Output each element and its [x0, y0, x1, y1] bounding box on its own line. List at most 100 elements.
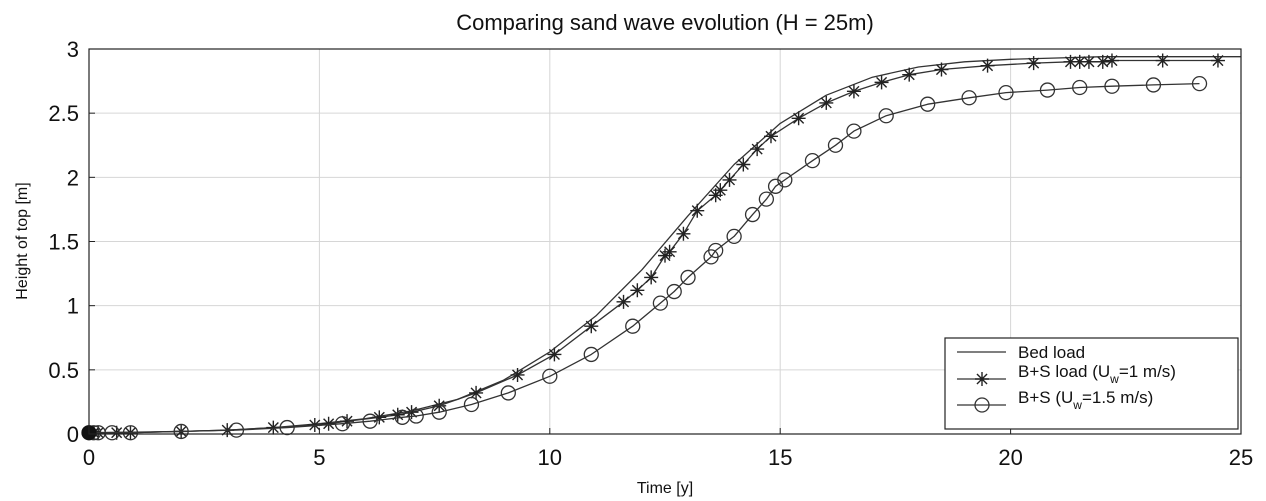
data-point-circle	[408, 408, 424, 424]
data-point-circle	[961, 90, 977, 106]
data-point-circle	[726, 228, 742, 245]
data-point-star	[1210, 53, 1225, 68]
data-point-circle	[680, 269, 696, 286]
legend-label-bs: B+S (Uw=1.5 m/s)	[1018, 388, 1153, 412]
data-point-star	[404, 405, 419, 420]
data-point-circle	[827, 137, 844, 153]
data-point-star	[1081, 54, 1096, 69]
data-point-circle	[1104, 78, 1120, 94]
data-point-circle	[583, 346, 599, 363]
data-point-circle	[173, 423, 189, 440]
data-point-star	[902, 67, 917, 82]
data-point-star	[690, 203, 705, 218]
x-tick-label: 15	[768, 445, 792, 470]
data-point-star	[791, 111, 806, 126]
data-point-star	[980, 58, 995, 73]
data-point-circle	[758, 191, 775, 207]
x-tick-label: 10	[538, 445, 562, 470]
data-point-circle	[777, 172, 793, 188]
data-point-star	[662, 244, 677, 259]
data-point-circle	[652, 295, 669, 311]
data-point-star	[1155, 53, 1170, 68]
legend-item-bs-load: B+S load (Uw=1 m/s)	[957, 362, 1176, 386]
data-point-circle	[463, 396, 480, 413]
legend-star-glyph	[975, 372, 989, 386]
data-point-circle	[542, 368, 558, 384]
legend-marker-circle	[974, 397, 990, 413]
data-point-circle	[500, 385, 516, 401]
data-point-star	[584, 319, 599, 334]
data-point-star	[630, 283, 645, 298]
data-point-star	[934, 62, 949, 77]
y-tick-label: 2	[67, 165, 79, 190]
data-point-star	[722, 172, 737, 187]
data-point-star	[469, 385, 484, 400]
data-point-circle	[878, 108, 894, 124]
y-tick-label: 2.5	[48, 101, 79, 126]
data-point-star	[676, 226, 691, 241]
axis-ticks: 0 5 10 15 20 25 0 0.5 1 1.5 2 2.5 3	[48, 37, 1253, 470]
data-point-star	[1104, 53, 1119, 68]
y-tick-label: 3	[67, 37, 79, 62]
x-tick-label: 0	[83, 445, 95, 470]
legend-box	[944, 337, 1239, 430]
series-b-s-u-w-1-5-m-s	[81, 76, 1208, 441]
data-point-circle	[1039, 82, 1056, 98]
legend-label-bed-load: Bed load	[1018, 343, 1085, 362]
grid	[89, 49, 1241, 434]
y-tick-label: 1	[67, 294, 79, 319]
data-point-circle	[1145, 77, 1162, 93]
data-point-circle	[625, 318, 641, 334]
y-axis-label: Height of top [m]	[14, 182, 31, 299]
data-point-circle	[998, 84, 1014, 101]
data-point-circle	[104, 425, 120, 441]
data-point-circle	[666, 283, 682, 300]
data-point-star	[340, 414, 355, 429]
data-point-circle	[804, 152, 821, 169]
data-point-circle	[1191, 76, 1208, 92]
data-point-star	[510, 367, 525, 382]
data-point-star	[1026, 56, 1041, 71]
data-point-circle	[362, 413, 378, 429]
data-point-circle	[1072, 79, 1088, 96]
y-tick-label: 0	[67, 422, 79, 447]
data-point-star	[736, 157, 751, 172]
data-point-star	[644, 270, 659, 285]
data-point-circle	[122, 425, 139, 441]
legend: Bed load B+S load (Uw=1 m/s) B+S (Uw=1.5…	[944, 337, 1239, 430]
x-tick-label: 25	[1229, 445, 1253, 470]
legend-marker-star	[975, 372, 989, 386]
data-point-star	[547, 347, 562, 362]
data-point-circle	[744, 206, 761, 223]
series-line	[89, 82, 1200, 434]
plot-area	[81, 53, 1241, 441]
y-tick-label: 0.5	[48, 358, 79, 383]
data-point-circle	[920, 96, 936, 112]
data-point-star	[874, 75, 889, 90]
data-point-circle	[334, 416, 351, 432]
data-point-star	[372, 410, 387, 425]
data-point-star	[819, 95, 834, 110]
data-point-star	[750, 142, 765, 157]
data-point-star	[846, 84, 861, 99]
data-point-circle	[708, 242, 724, 259]
data-point-star	[390, 407, 405, 422]
data-point-star	[266, 420, 281, 435]
y-tick-label: 1.5	[48, 230, 79, 255]
data-point-star	[616, 294, 631, 309]
data-point-circle	[431, 404, 447, 420]
data-point-star	[321, 416, 336, 431]
chart-title: Comparing sand wave evolution (H = 25m)	[456, 10, 874, 35]
data-point-star	[713, 183, 728, 198]
legend-item-bs: B+S (Uw=1.5 m/s)	[957, 388, 1153, 413]
data-point-circle	[846, 123, 862, 139]
legend-item-bed-load: Bed load	[957, 343, 1085, 362]
data-point-star	[1063, 54, 1078, 69]
x-axis-label: Time [y]	[637, 480, 693, 497]
data-point-star	[1095, 54, 1110, 69]
x-tick-label: 5	[313, 445, 325, 470]
x-tick-label: 20	[998, 445, 1022, 470]
data-point-star	[763, 129, 778, 144]
data-point-circle	[228, 422, 245, 438]
